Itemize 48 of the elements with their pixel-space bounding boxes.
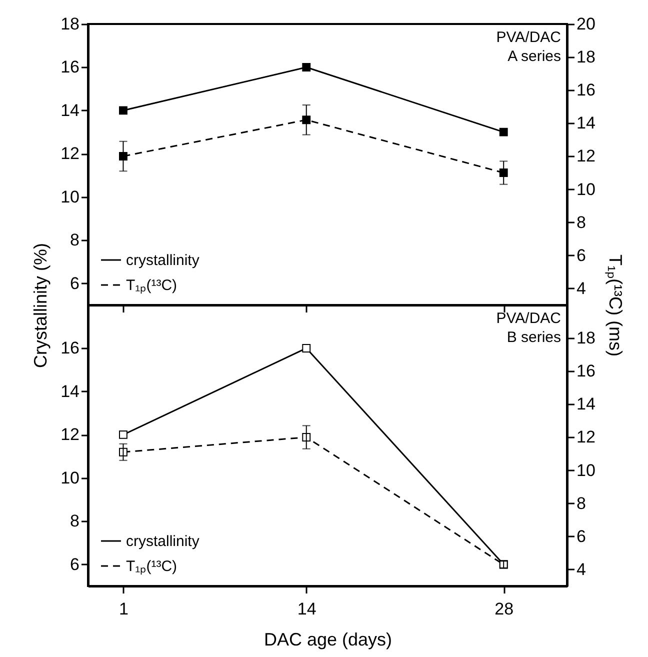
y2-tick-label: 20 [576,14,596,34]
legend-label: T₁ₚ(¹³C) [126,277,178,294]
y2-tick-label: 14 [576,114,596,133]
x-tick-label: 14 [297,600,316,618]
y-tick-label: 12 [60,425,80,444]
y2-tick-label: 12 [576,146,596,166]
y2-tick-label: 10 [576,180,596,199]
point [499,128,508,136]
y2-tick-label: 8 [576,494,586,513]
y-tick-label: 10 [60,468,80,488]
point [302,116,311,124]
y-tick-label: 6 [70,274,80,293]
y2-tick-label: 10 [576,460,596,480]
y-tick-label: 8 [70,512,80,531]
x-tick-label: 28 [494,600,514,618]
y-tick-label: 6 [70,554,80,574]
x-tick-label: 1 [118,600,128,618]
y2-tick-label: 16 [576,362,596,381]
y2-tick-label: 4 [576,560,586,579]
point [302,63,311,72]
legend-label: crystallinity [126,252,200,269]
y2-tick-label: 6 [576,246,586,265]
annotation: PVA/DAC A series [496,29,562,65]
y-tick-label: 12 [60,144,80,164]
x-axis-title: DAC age (days) [264,630,392,650]
point [119,152,128,160]
y2-axis-title: T₁ₚ(¹³C) (ms) [604,254,626,357]
y-tick-label: 14 [60,382,80,401]
point [499,168,508,177]
y-axis-title: Crystallinity (%) [30,242,51,368]
y-tick-label: 16 [60,58,80,77]
y2-tick-label: 6 [576,526,586,546]
y-tick-label: 10 [60,187,80,206]
y2-tick-label: 8 [576,212,586,232]
y-tick-label: 14 [60,100,80,120]
y2-tick-label: 18 [576,328,596,348]
legend-label: crystallinity [126,533,200,550]
annotation: PVA/DAC B series [496,310,562,346]
y2-tick-label: 12 [576,428,596,447]
legend-label: T₁ₚ(¹³C) [126,558,178,575]
y-tick-label: 16 [60,338,80,358]
y2-tick-label: 14 [576,394,596,414]
y2-tick-label: 4 [576,278,586,298]
y-tick-label: 8 [70,230,80,250]
y2-tick-label: 16 [576,80,596,100]
y2-tick-label: 18 [576,48,596,67]
point [119,106,128,115]
y-tick-label: 18 [60,14,80,34]
